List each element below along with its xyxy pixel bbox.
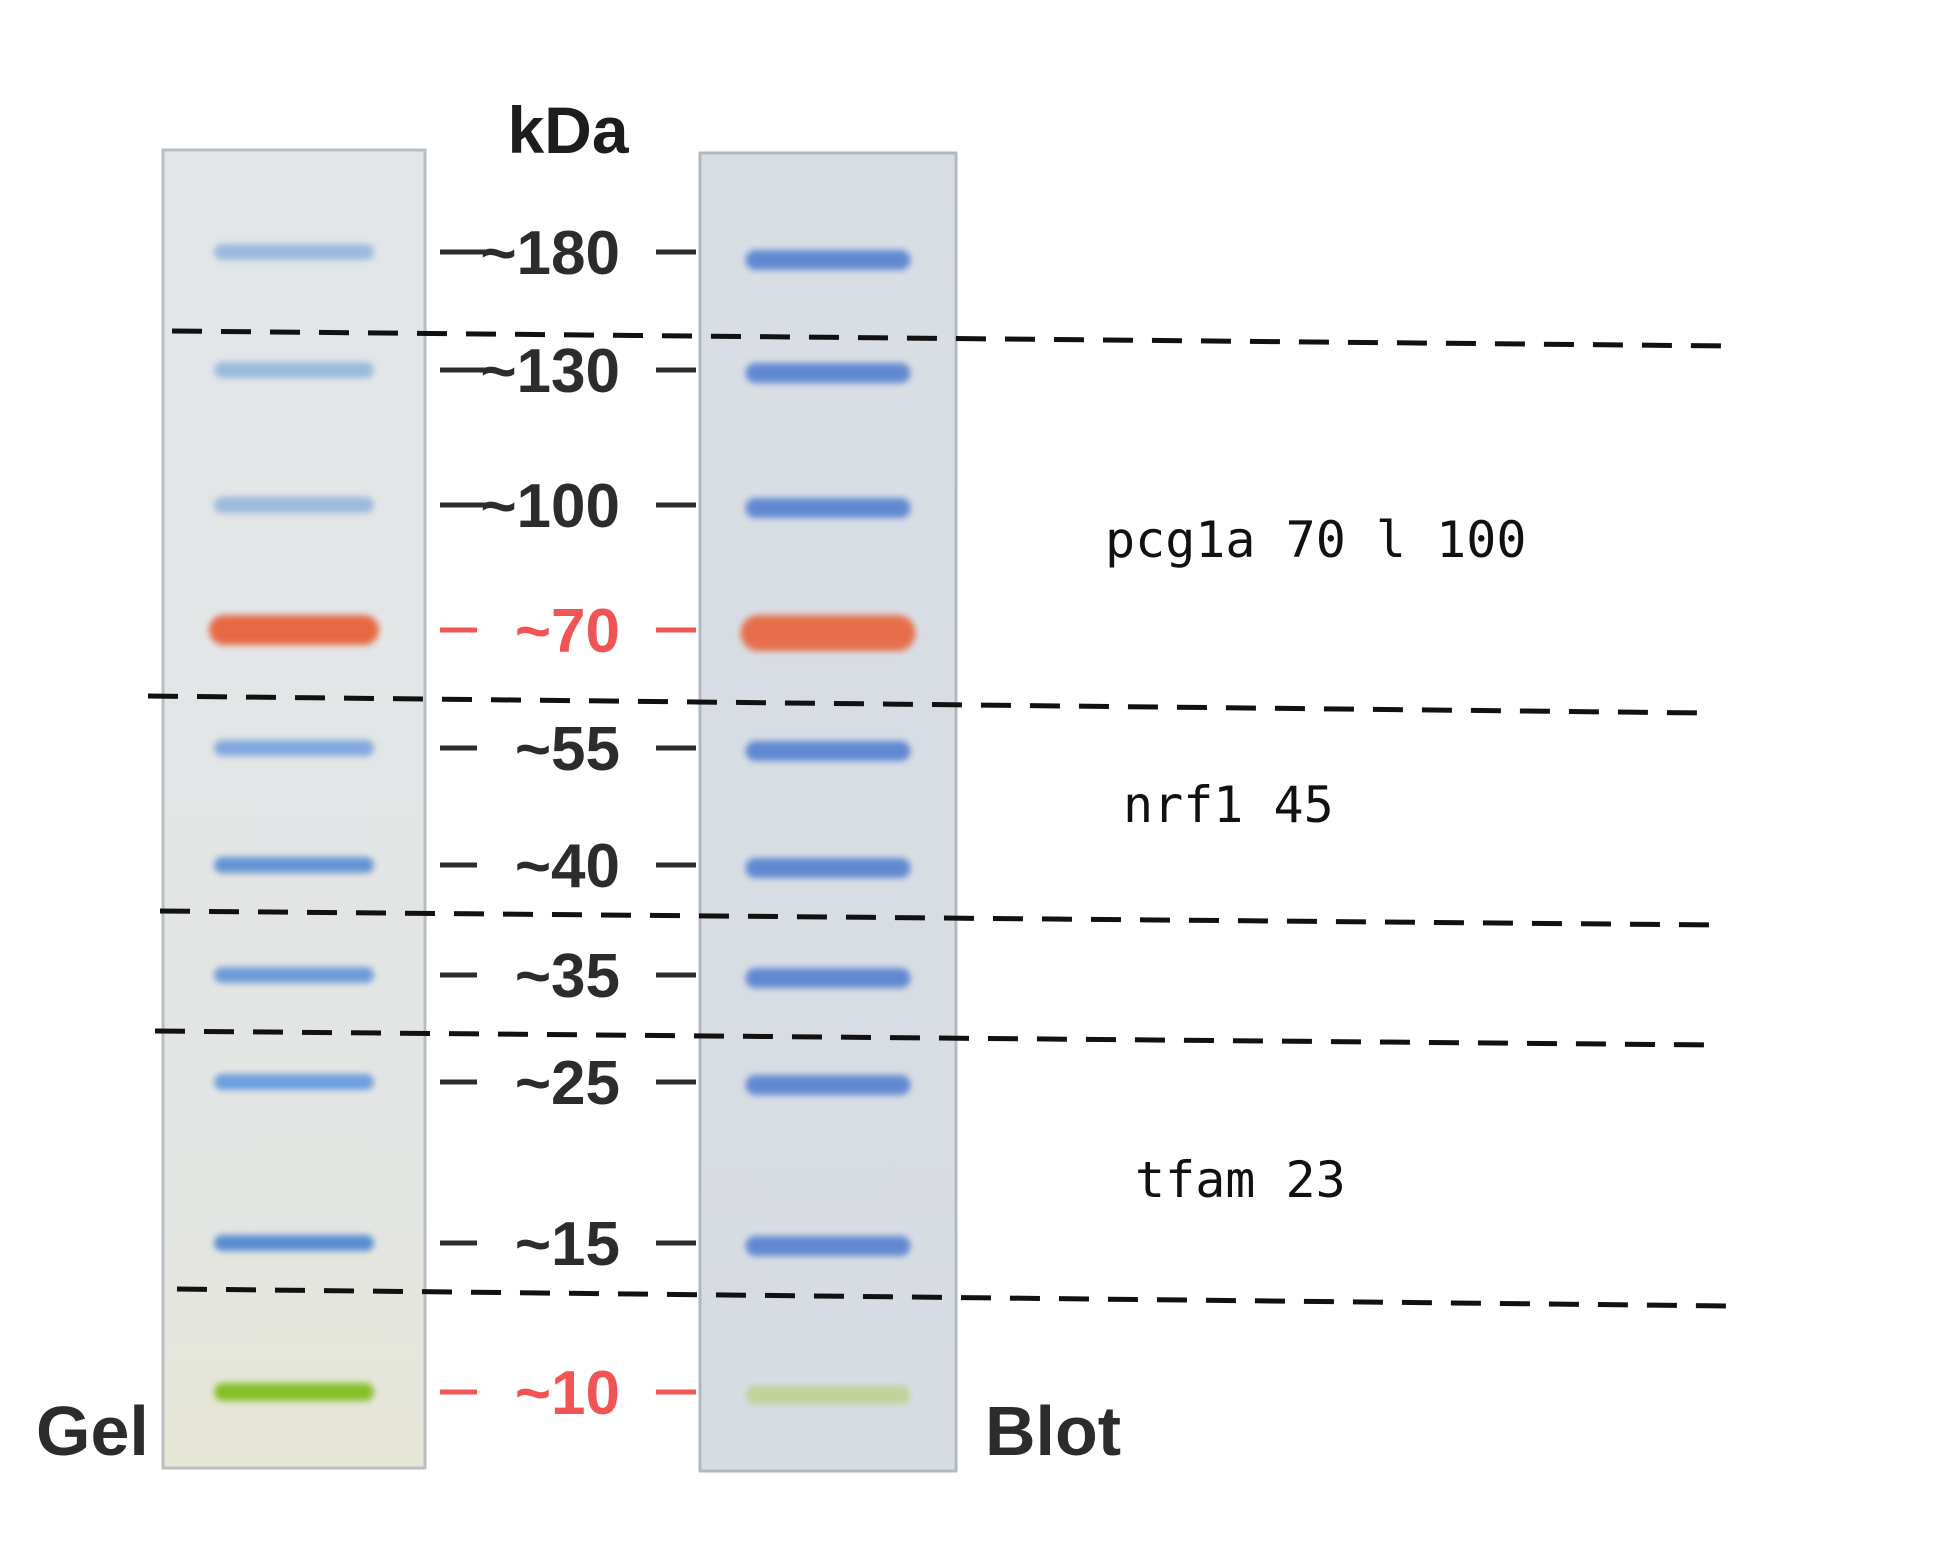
annotation-pcg1a: pcg1a 70 l 100: [1105, 511, 1526, 569]
dashed-line-5: [176, 1286, 1731, 1309]
blot-band: [745, 1386, 911, 1404]
marker-label: ~40: [515, 832, 620, 901]
unit-label: kDa: [507, 93, 629, 167]
blot-band: [745, 250, 911, 270]
blot-band: [745, 1236, 911, 1256]
gel-band: [209, 615, 379, 645]
blot-band: [745, 858, 911, 878]
gel-band: [214, 967, 374, 983]
gel-band: [214, 244, 374, 260]
gel-band: [214, 362, 374, 378]
marker-label: ~180: [480, 219, 620, 288]
blot-bands: [740, 250, 916, 1404]
blot-band: [745, 498, 911, 518]
marker-label: ~35: [515, 942, 620, 1011]
blot-band: [740, 615, 916, 651]
blot-band: [745, 363, 911, 383]
marker-label: ~15: [515, 1210, 620, 1279]
dashed-separators: [147, 328, 1731, 1309]
marker-label: ~130: [480, 337, 620, 406]
gel-band: [214, 740, 374, 756]
gel-bands: [209, 244, 379, 1401]
marker-labels: ~180 ~130 ~100 ~70 ~55 ~40 ~35 ~25 ~15 ~10: [440, 219, 696, 1428]
blot-band: [745, 968, 911, 988]
gel-lane: [161, 148, 427, 1470]
blot-label: Blot: [985, 1392, 1121, 1470]
gel-label: Gel: [36, 1392, 149, 1470]
gel-band: [214, 1235, 374, 1251]
gel-band: [214, 497, 374, 513]
annotation-nrf1: nrf1 45: [1123, 776, 1334, 834]
annotation-tfam: tfam 23: [1135, 1151, 1346, 1209]
marker-label: ~55: [515, 715, 620, 784]
blot-band: [745, 1075, 911, 1095]
dashed-line-2: [147, 693, 1707, 716]
dashed-line-1: [171, 328, 1731, 349]
marker-label: ~70: [515, 597, 620, 666]
marker-label: ~10: [515, 1359, 620, 1428]
blot-band: [745, 741, 911, 761]
gel-band: [214, 1074, 374, 1090]
blot-lane: [698, 151, 958, 1473]
gel-band: [214, 1383, 374, 1401]
marker-label: ~100: [480, 472, 620, 541]
dashed-line-4: [154, 1028, 1713, 1048]
gel-band: [214, 857, 374, 873]
dashed-line-3: [159, 908, 1719, 928]
marker-label: ~25: [515, 1049, 620, 1118]
